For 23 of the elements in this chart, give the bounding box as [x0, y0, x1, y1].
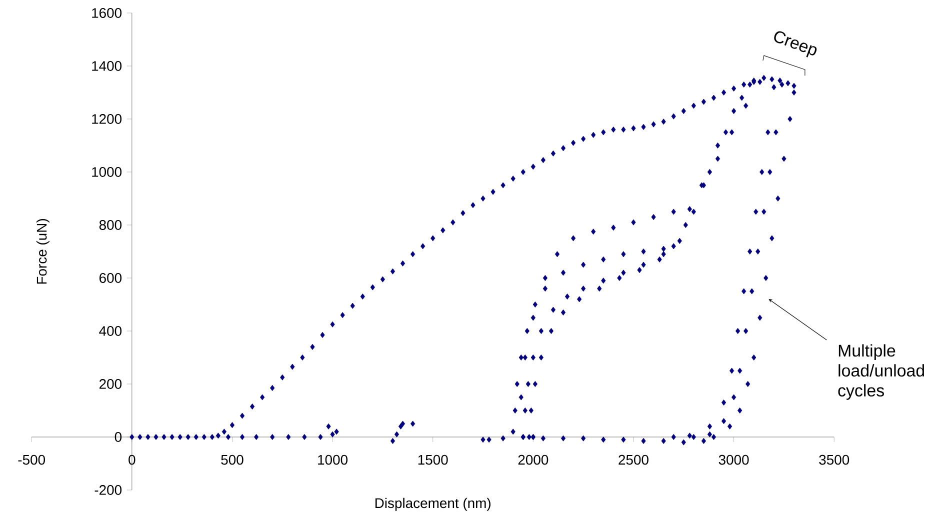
x-tick-label: 1500	[418, 454, 448, 465]
x-tick-label: 0	[128, 454, 136, 465]
y-tick-label: 800	[99, 220, 122, 230]
x-axis-title: Displacement (nm)	[375, 498, 490, 511]
x-tick-label: -500	[18, 454, 46, 465]
y-tick-label: 1000	[92, 167, 122, 177]
y-tick-label: 1600	[92, 8, 122, 18]
y-tick-label: 400	[99, 326, 122, 336]
x-tick-label: 3500	[819, 454, 850, 465]
y-axis-title: Force (uN)	[36, 219, 50, 284]
y-tick-label: -200	[94, 485, 122, 495]
x-tick-label: 2500	[618, 454, 648, 465]
x-tick-label: 1000	[318, 454, 348, 465]
x-tick-label: 3000	[718, 454, 749, 465]
annotation: Creep	[774, 31, 817, 58]
y-tick-label: 1400	[92, 61, 122, 71]
y-tick-label: 1200	[92, 114, 122, 124]
x-tick-label: 2000	[518, 454, 548, 465]
x-tick-label: 500	[221, 454, 244, 465]
y-tick-label: 600	[99, 273, 122, 283]
y-tick-label: 200	[99, 379, 122, 389]
text: Multiple load/unload cycles	[838, 344, 924, 400]
y-tick-label: 0	[114, 432, 122, 442]
